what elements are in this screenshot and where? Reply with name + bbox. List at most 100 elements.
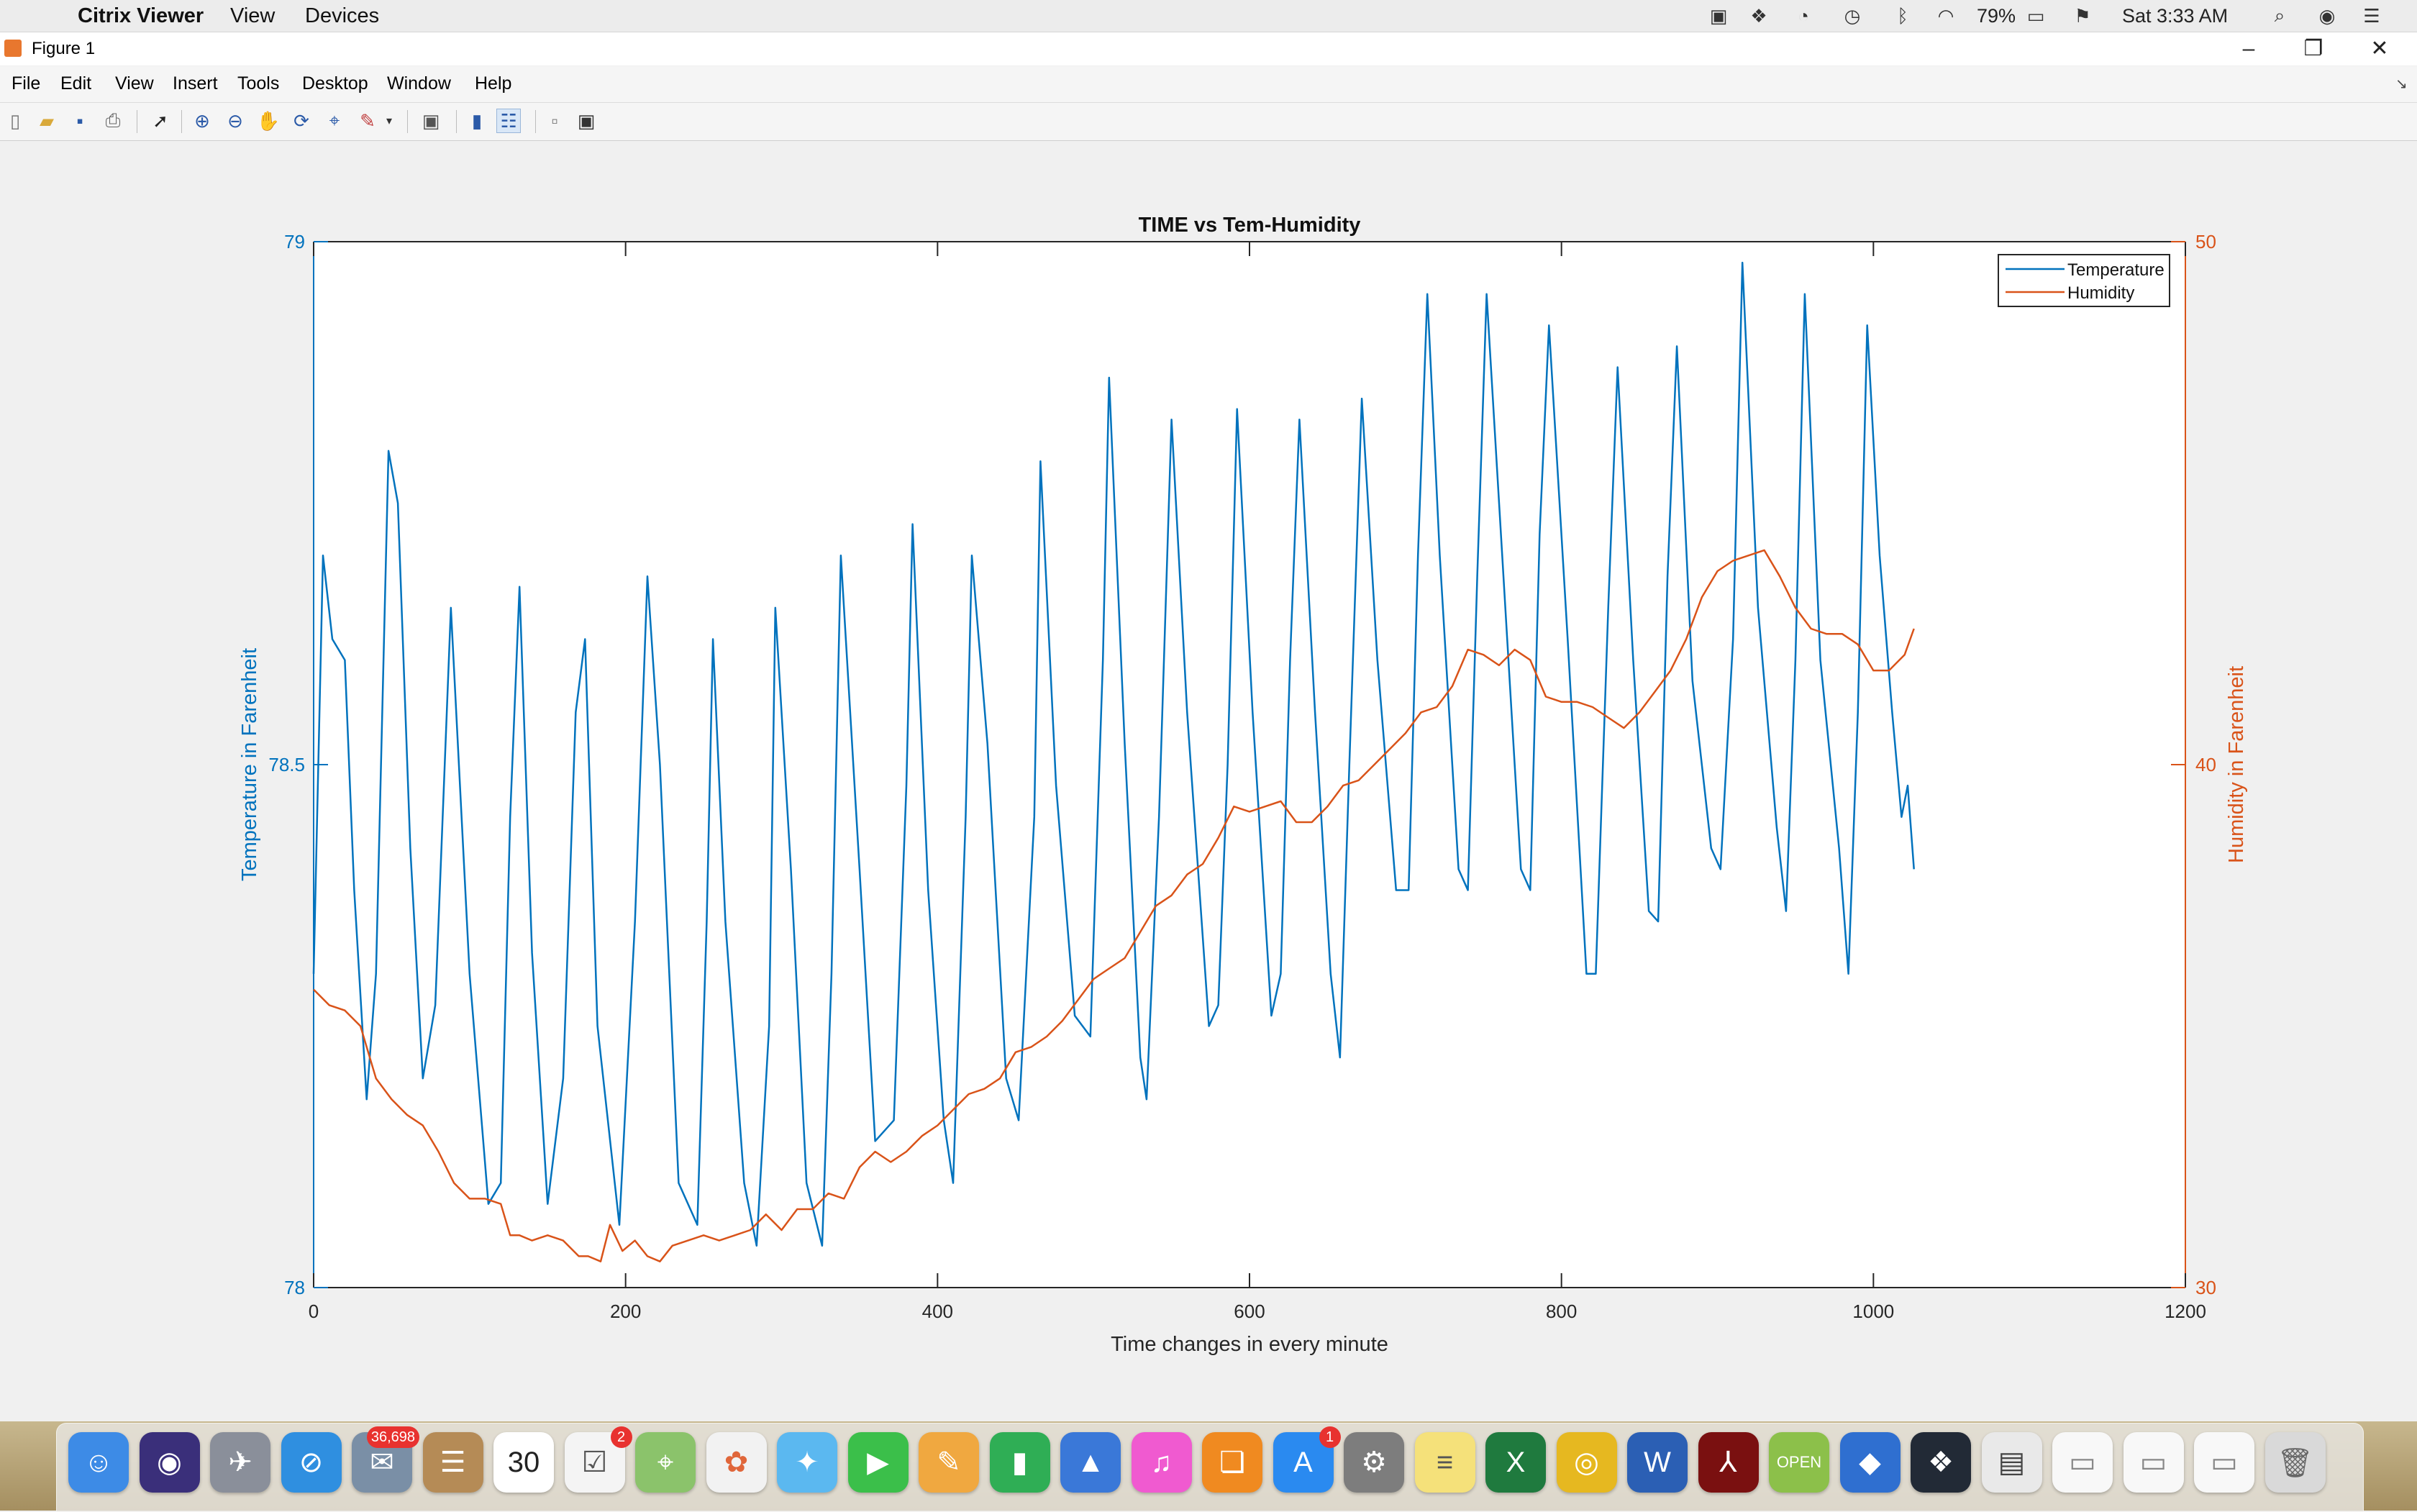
dock-safari-glyph: ⊘ <box>299 1447 324 1478</box>
chart-svg: 0 200 400 600 800 1000 1200 78 78.5 79 30 40 50 TIME … <box>238 214 2248 1356</box>
dock-figure-arrow-icon[interactable]: ↘ <box>2395 76 2408 92</box>
select-arrow-icon[interactable]: ➚ <box>153 109 168 132</box>
dock-messages-icon[interactable]: ✦ <box>777 1432 837 1493</box>
dock-chrome-icon[interactable]: ◎ <box>1556 1432 1617 1493</box>
bluetooth-icon[interactable]: ᛒ <box>1897 4 1908 27</box>
right-y-tick-label: 30 <box>2195 1277 2216 1298</box>
dock-window-thumbnail-3-icon[interactable]: ▭ <box>2194 1432 2254 1493</box>
menu-edit[interactable]: Edit <box>60 73 92 94</box>
dock-reminders-glyph: ☑ <box>581 1447 608 1478</box>
wifi-icon[interactable]: ◠ <box>1937 4 1954 27</box>
dock-contacts-glyph: ☰ <box>440 1447 466 1478</box>
dock-vlc-like-glyph: ◆ <box>1859 1447 1881 1478</box>
show-plot-tools-icon[interactable]: ▣ <box>577 109 596 132</box>
dock-acrobat-icon[interactable]: ⅄ <box>1698 1432 1759 1493</box>
data-cursor-icon[interactable]: ⌖ <box>329 109 340 131</box>
dock-open-office-icon[interactable]: OPEN <box>1769 1432 1829 1493</box>
app-menu-citrix-viewer[interactable]: Citrix Viewer <box>78 4 204 27</box>
menu-devices[interactable]: Devices <box>305 4 380 27</box>
dropbox-icon[interactable]: ❖ <box>1750 4 1767 27</box>
dock-numbers-icon[interactable]: ▮ <box>989 1432 1050 1493</box>
new-figure-icon[interactable]: ▯ <box>9 109 21 132</box>
left-y-tick-label: 79 <box>284 231 305 252</box>
menu-desktop[interactable]: Desktop <box>302 73 368 94</box>
menu-window[interactable]: Window <box>387 73 451 94</box>
open-file-icon[interactable]: ▰ <box>40 109 54 132</box>
dock-excel-icon[interactable]: X <box>1485 1432 1546 1493</box>
menu-clock[interactable]: Sat 3:33 AM <box>2122 5 2229 27</box>
dock-itunes-icon[interactable]: ♫ <box>1131 1432 1192 1493</box>
dock-photos-icon[interactable]: ✿ <box>706 1432 767 1493</box>
restore-window-icon[interactable]: ❐ <box>2303 37 2323 60</box>
legend-box <box>1998 254 2170 307</box>
brush-dropdown-icon[interactable]: ▾ <box>386 115 393 127</box>
link-plot-icon[interactable]: ▣ <box>422 109 440 132</box>
zoom-in-icon[interactable]: ⊕ <box>194 109 210 132</box>
dock-excel-glyph: X <box>1506 1446 1526 1478</box>
x-tick-label: 400 <box>922 1301 953 1322</box>
dock-document-stack-icon[interactable]: ▤ <box>1981 1432 2042 1493</box>
dock-notes-icon[interactable]: ≡ <box>1414 1432 1475 1493</box>
pan-hand-icon[interactable]: ✋ <box>256 109 281 132</box>
dock-contacts-icon[interactable]: ☰ <box>422 1432 483 1493</box>
toolbar-separator <box>407 110 408 133</box>
legend-icon[interactable]: ☷ <box>496 109 521 133</box>
menu-insert[interactable]: Insert <box>173 73 218 94</box>
rotate-3d-icon[interactable]: ⟳ <box>293 109 309 132</box>
minimize-window-icon[interactable]: – <box>2242 37 2255 60</box>
dock-system-preferences-icon[interactable]: ⚙ <box>1344 1432 1404 1493</box>
dock-maps-icon[interactable]: ⌖ <box>635 1432 696 1493</box>
dock-maps-glyph: ⌖ <box>657 1446 674 1478</box>
x-tick-label: 1200 <box>2165 1301 2206 1322</box>
dock-ibooks-icon[interactable]: ❏ <box>1202 1432 1262 1493</box>
brush-icon[interactable]: ✎ <box>360 109 375 132</box>
dock-reminders-icon[interactable]: ☑ 2 <box>564 1426 632 1493</box>
dock-activity-monitor-glyph: ❖ <box>1928 1447 1954 1478</box>
dock-word-glyph: W <box>1644 1446 1671 1478</box>
dock-pages-icon[interactable]: ✎ <box>919 1432 979 1493</box>
print-icon[interactable]: ⎙ <box>105 109 121 131</box>
legend-humidity-label: Humidity <box>2067 283 2134 303</box>
dock-activity-monitor-icon[interactable]: ❖ <box>1911 1432 1971 1493</box>
sync-icon[interactable]: ◔ <box>1798 4 1809 27</box>
right-y-tick-label: 40 <box>2195 754 2216 775</box>
dock-acrobat-glyph: ⅄ <box>1719 1447 1737 1478</box>
spotlight-search-icon[interactable]: ⌕ <box>2274 4 2285 26</box>
notification-center-icon[interactable]: ☰ <box>2363 4 2380 27</box>
menu-tools[interactable]: Tools <box>237 73 280 94</box>
hide-plot-tools-icon[interactable]: ▫ <box>551 109 558 132</box>
menu-view-figure[interactable]: View <box>115 73 154 94</box>
menu-help[interactable]: Help <box>475 73 512 94</box>
open-office-tray-icon[interactable]: ▣ <box>1709 4 1728 27</box>
dock-safari-icon[interactable]: ⊘ <box>281 1432 342 1493</box>
dock-siri-icon[interactable]: ◉ <box>139 1432 200 1493</box>
dock-finder-icon[interactable]: ☺ <box>68 1432 129 1493</box>
save-icon[interactable]: ▪ <box>76 109 83 132</box>
figure-menu-bar: File Edit View Insert Tools Desktop Wind… <box>0 66 2417 103</box>
dock-trash-icon[interactable]: 🗑 <box>2264 1432 2326 1493</box>
battery-icon[interactable]: ▭ <box>2026 4 2045 27</box>
dock-keynote-glyph: ▲ <box>1076 1446 1105 1478</box>
menu-view[interactable]: View <box>230 4 276 27</box>
right-y-tick-label: 50 <box>2195 231 2216 252</box>
time-machine-icon[interactable]: ◷ <box>1844 4 1861 27</box>
dock-window-thumbnail-2-icon[interactable]: ▭ <box>2123 1432 2184 1493</box>
dock-calendar-icon[interactable]: 30 <box>493 1432 554 1493</box>
dock-vlc-like-icon[interactable]: ◆ <box>1839 1432 1901 1493</box>
dock-window-thumbnail-1-icon[interactable]: ▭ <box>2052 1432 2113 1493</box>
flag-icon[interactable]: ⚑ <box>2074 4 2091 27</box>
dock-facetime-icon[interactable]: ▶ <box>847 1432 909 1493</box>
dock-word-icon[interactable]: W <box>1627 1432 1688 1493</box>
dock-keynote-icon[interactable]: ▲ <box>1060 1432 1121 1493</box>
humidity-series-line <box>313 549 1915 1262</box>
siri-menu-icon[interactable]: ◉ <box>2318 4 2336 27</box>
dock-trash-glyph: 🗑 <box>2277 1447 2313 1479</box>
close-window-icon[interactable]: ✕ <box>2370 37 2389 60</box>
dock-mail-icon[interactable]: ✉ 36,698 <box>352 1426 419 1493</box>
colorbar-icon[interactable]: ▮ <box>471 109 483 132</box>
menu-file[interactable]: File <box>12 73 41 94</box>
dock-numbers-glyph: ▮ <box>1011 1447 1028 1478</box>
zoom-out-icon[interactable]: ⊖ <box>227 109 243 132</box>
dock-launchpad-icon[interactable]: ✈ <box>210 1432 270 1493</box>
